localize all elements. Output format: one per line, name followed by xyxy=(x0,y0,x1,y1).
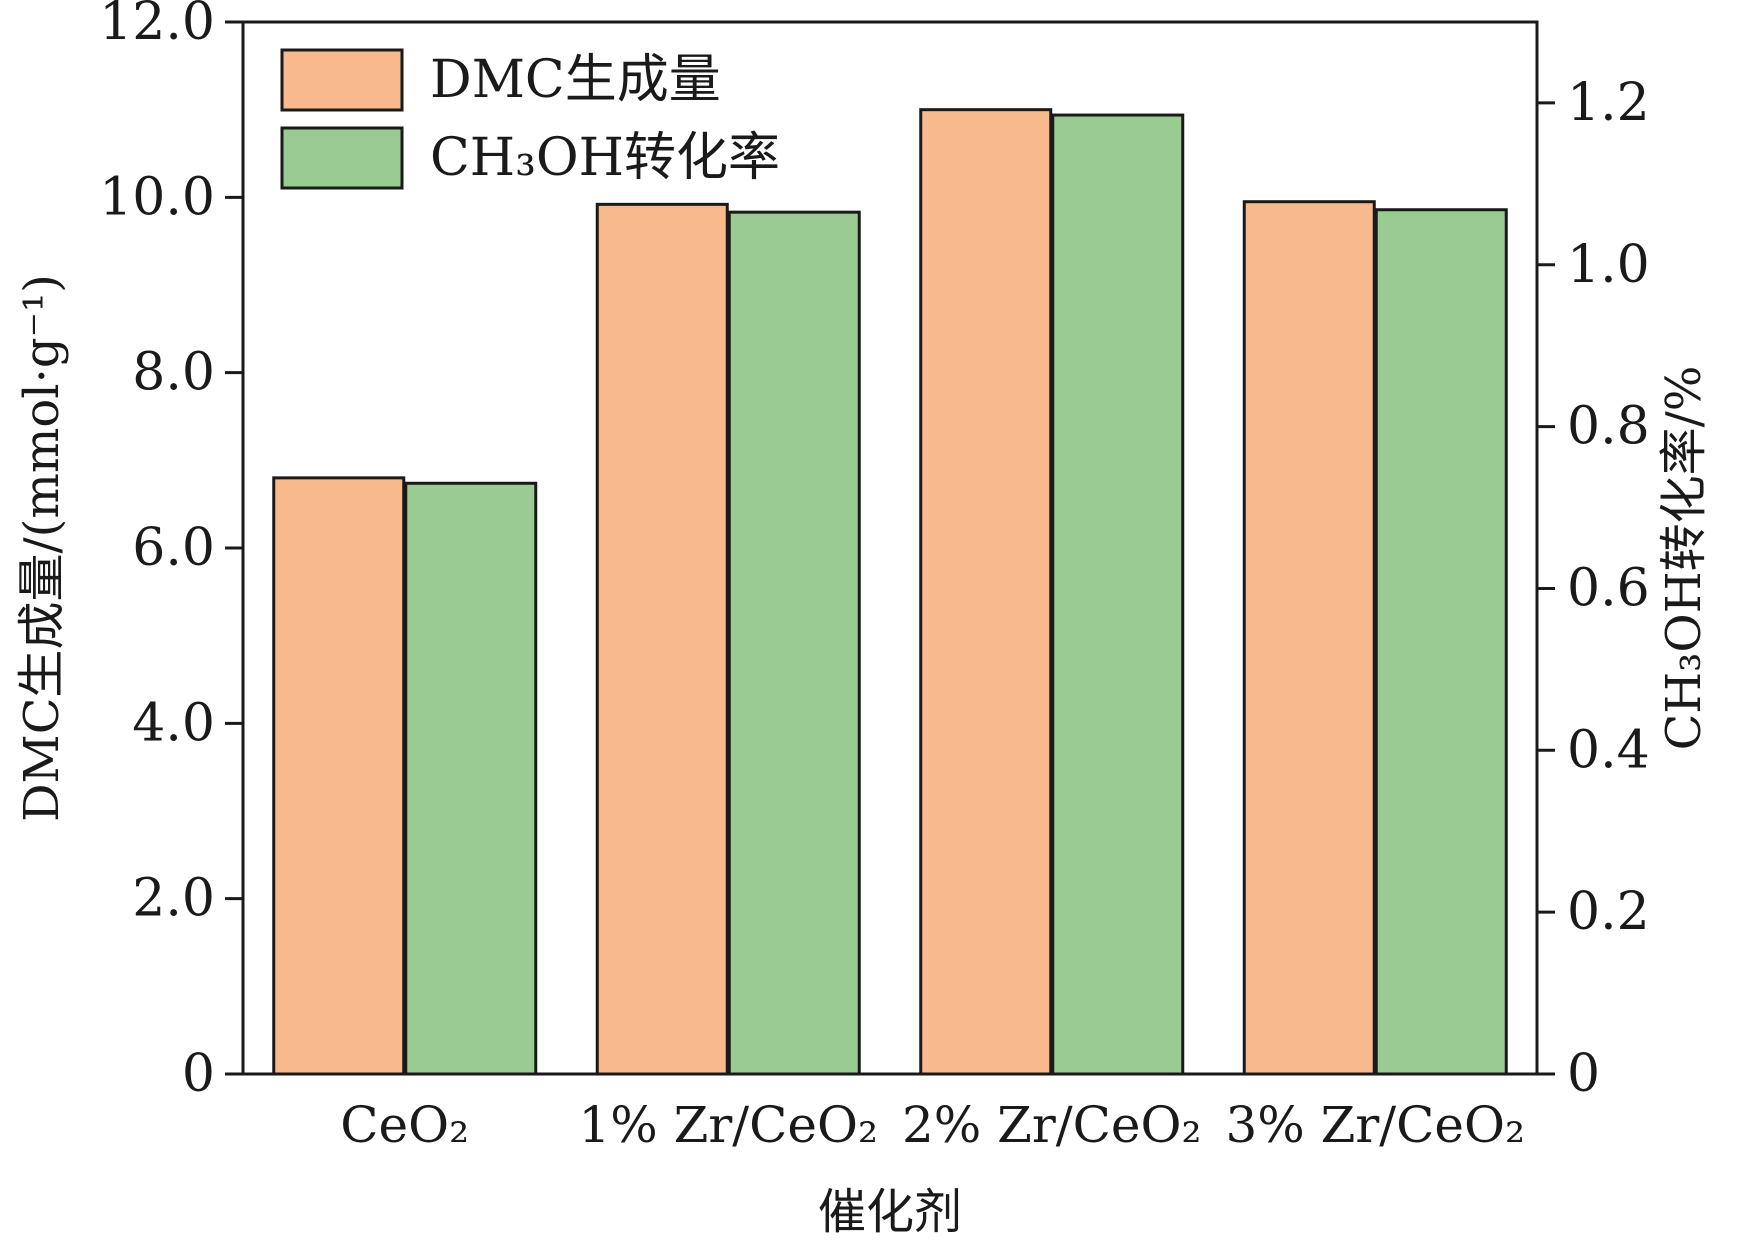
right-tick-label: 0.6 xyxy=(1567,558,1650,618)
left-axis-ticks: 0 2.0 4.0 6.0 8.0 10.0 12.0 xyxy=(99,0,243,1104)
right-tick-label: 1.0 xyxy=(1567,235,1650,295)
category-label-1: 1% Zr/CeO₂ xyxy=(578,1096,878,1154)
right-tick-label: 0 xyxy=(1567,1044,1600,1104)
left-tick-label: 2.0 xyxy=(132,869,215,929)
left-tick-label: 6.0 xyxy=(132,518,215,578)
bar-ch3oh-2 xyxy=(1051,113,1185,1076)
category-label-0: CeO₂ xyxy=(340,1096,469,1154)
legend-label-ch3oh: CH₃OH转化率 xyxy=(430,128,780,188)
bar-ch3oh-0 xyxy=(404,481,538,1076)
legend-swatch-dmc xyxy=(280,48,404,112)
left-tick-label: 8.0 xyxy=(132,343,215,403)
x-axis-title: 催化剂 xyxy=(818,1184,962,1240)
right-tick-label: 0.2 xyxy=(1567,882,1650,942)
legend-swatch-ch3oh xyxy=(280,126,404,190)
bar-ch3oh-3 xyxy=(1374,208,1508,1076)
legend: DMC生成量 CH₃OH转化率 xyxy=(280,48,780,190)
right-tick-label: 1.2 xyxy=(1567,73,1650,133)
right-axis-ticks: 0 0.2 0.4 0.6 0.8 1.0 1.2 xyxy=(1537,73,1650,1104)
bar-dmc-1 xyxy=(595,202,729,1076)
right-tick-label: 0.4 xyxy=(1567,720,1650,780)
category-label-3: 3% Zr/CeO₂ xyxy=(1225,1096,1525,1154)
bar-ch3oh-1 xyxy=(727,210,861,1076)
category-labels: CeO₂ 1% Zr/CeO₂ 2% Zr/CeO₂ 3% Zr/CeO₂ xyxy=(340,1096,1525,1154)
bar-dmc-3 xyxy=(1242,200,1376,1076)
left-tick-label: 12.0 xyxy=(99,0,215,52)
left-tick-label: 10.0 xyxy=(99,167,215,227)
bar-dmc-2 xyxy=(919,108,1053,1076)
left-tick-label: 4.0 xyxy=(132,693,215,753)
left-axis-title: DMC生成量/(mmol·g⁻¹) xyxy=(14,274,70,822)
right-tick-label: 0.8 xyxy=(1567,397,1650,457)
legend-label-dmc: DMC生成量 xyxy=(430,50,721,110)
bar-dmc-0 xyxy=(272,476,406,1076)
right-axis-title: CH₃OH转化率/% xyxy=(1656,366,1712,751)
left-tick-label: 0 xyxy=(182,1044,215,1104)
category-label-2: 2% Zr/CeO₂ xyxy=(902,1096,1202,1154)
bars-group xyxy=(272,108,1508,1076)
